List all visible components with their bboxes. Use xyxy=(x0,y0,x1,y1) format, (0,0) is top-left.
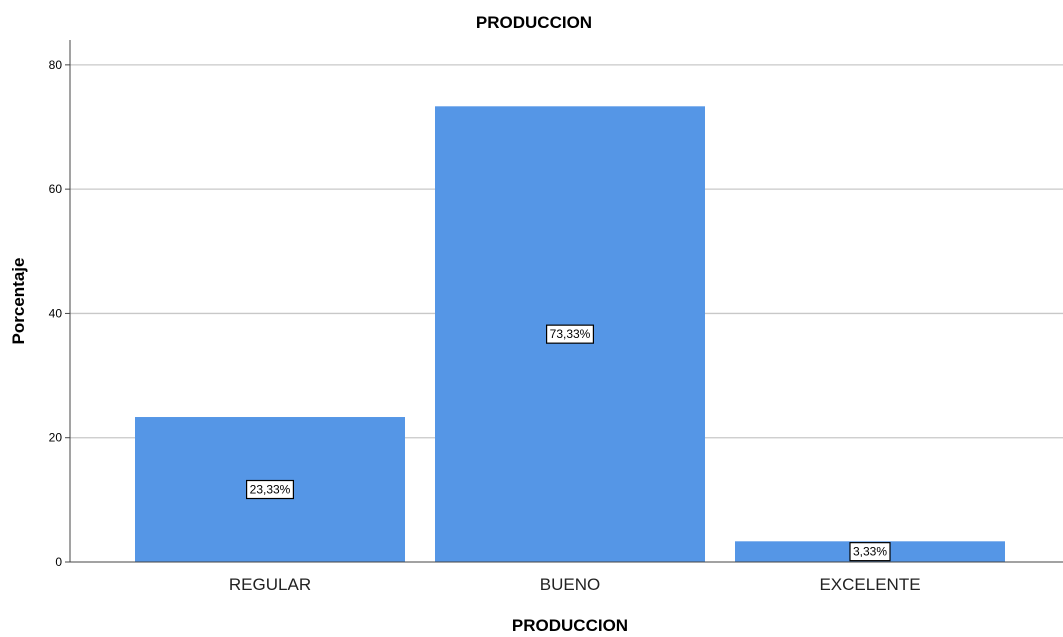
y-tick-label: 80 xyxy=(49,58,63,72)
category-label: REGULAR xyxy=(229,575,311,594)
data-label-box xyxy=(545,324,594,344)
data-label-box xyxy=(849,542,891,562)
data-label: 3,33% xyxy=(849,542,891,562)
category-label: EXCELENTE xyxy=(819,575,920,594)
x-axis-label: PRODUCCION xyxy=(512,616,628,635)
data-label-text: 23,33% xyxy=(250,483,291,497)
y-tick-label: 40 xyxy=(49,306,63,320)
category-label: BUENO xyxy=(540,575,600,594)
y-tick-labels: 0 20 40 60 80 xyxy=(49,58,70,569)
data-label: 23,33% xyxy=(246,479,295,500)
chart-title: PRODUCCION xyxy=(476,13,592,32)
data-label-box xyxy=(246,479,295,500)
data-label: 73,33% xyxy=(545,324,594,344)
data-label-text: 3,33% xyxy=(853,545,887,559)
data-label-text: 73,33% xyxy=(550,327,591,341)
y-tick-label: 0 xyxy=(55,555,62,569)
data-labels: 23,33% 73,33% 3,33% xyxy=(246,324,891,562)
y-tick-label: 60 xyxy=(49,182,63,196)
y-tick-label: 20 xyxy=(49,431,63,445)
y-axis-label: Porcentaje xyxy=(9,258,28,345)
x-category-labels: REGULAR BUENO EXCELENTE xyxy=(229,575,921,594)
